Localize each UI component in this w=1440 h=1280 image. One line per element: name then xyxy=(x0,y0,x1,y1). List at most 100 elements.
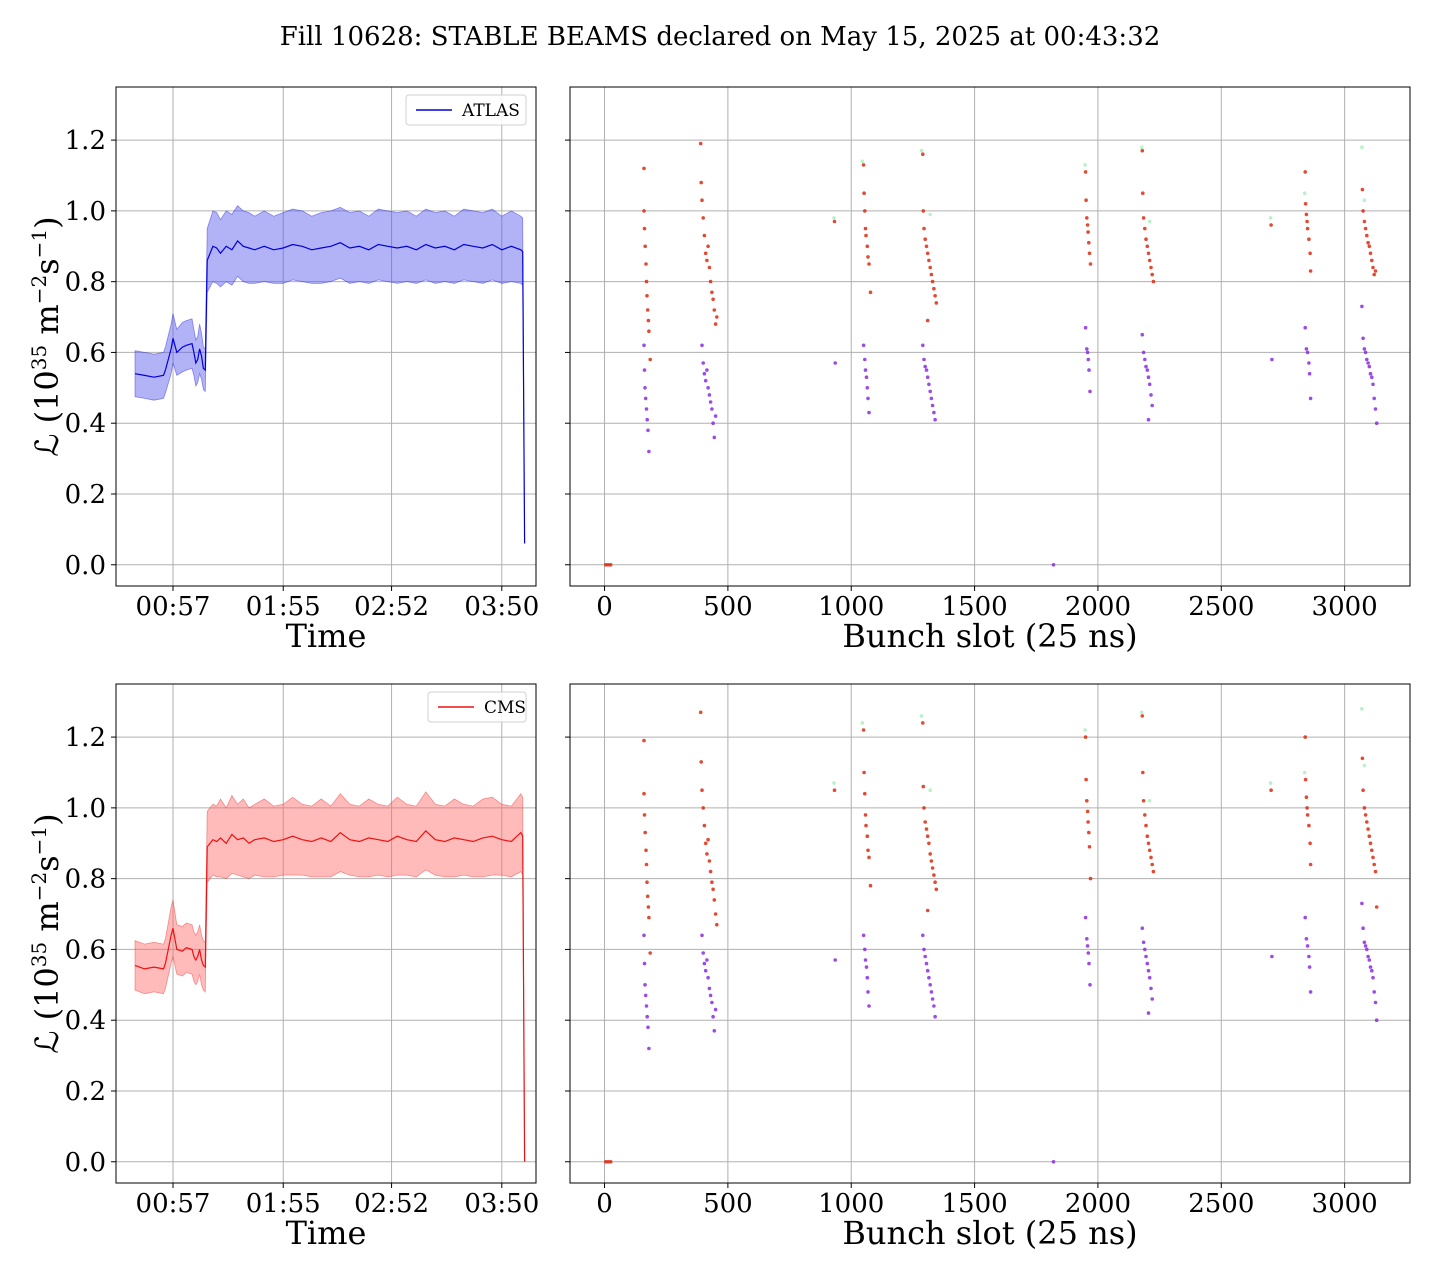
cms-bunch-point xyxy=(921,933,925,938)
atlas-bunch-point xyxy=(1083,163,1087,167)
atlas-bunch-point xyxy=(1087,251,1092,256)
atlas-bunch-point xyxy=(702,371,707,376)
atlas-bunch-point xyxy=(922,226,926,231)
atlas-bunch-point xyxy=(706,386,710,390)
cms-bunch-point xyxy=(642,791,646,796)
cms-bunch-point xyxy=(1143,813,1147,817)
atlas-bunch-point xyxy=(832,219,837,224)
atlas-bunch-point xyxy=(1367,364,1372,369)
x-tick-label: 1000 xyxy=(818,592,884,622)
x-tick-label: 1500 xyxy=(941,592,1007,622)
cms-bunch-point xyxy=(642,813,647,817)
atlas-bunch-point xyxy=(1304,347,1309,351)
y-axis-label-part: ) xyxy=(28,813,66,825)
cms-bunch-point xyxy=(833,958,837,962)
cms-bunch-point xyxy=(711,1014,715,1019)
x-tick-label: 2500 xyxy=(1188,592,1254,622)
atlas-bunch-point xyxy=(608,563,613,567)
y-axis-label-part: −2 xyxy=(27,275,51,304)
y-axis-label: ℒ (1035 m−2s−1) xyxy=(27,813,66,1053)
atlas-bunch-point xyxy=(1373,407,1378,411)
atlas-bunch-point xyxy=(930,279,935,284)
atlas-bunch-point xyxy=(921,209,926,213)
x-axis-label: Time xyxy=(286,617,367,655)
cms-bunch-point xyxy=(1141,770,1145,775)
cms-bunch-point xyxy=(1151,869,1156,874)
plot-area xyxy=(570,87,1410,586)
atlas-bunch-point xyxy=(933,294,937,298)
atlas-bunch-point xyxy=(932,410,936,415)
x-tick-label: 3000 xyxy=(1312,1189,1378,1219)
cms-bunch-point xyxy=(1304,937,1309,941)
atlas-luminosity-line xyxy=(134,239,526,544)
atlas-bunch-point xyxy=(1373,269,1378,273)
cms-bunch-point xyxy=(702,823,707,828)
atlas-bunch-point xyxy=(1141,350,1146,355)
atlas-bunch-point xyxy=(642,368,647,372)
atlas-bunch-point xyxy=(1268,216,1273,220)
atlas-bunch-point xyxy=(863,209,867,213)
cms-bunch-point xyxy=(924,961,929,966)
cms-bunch-point xyxy=(861,728,866,732)
legend-box xyxy=(427,691,527,723)
cms-bunch-point xyxy=(1366,827,1370,831)
x-tick-label: 2500 xyxy=(1188,1189,1254,1219)
cms-bunch-point xyxy=(1144,954,1148,959)
y-tick-label: 1.2 xyxy=(65,126,106,156)
atlas-bunch-point xyxy=(866,255,870,259)
y-tick-label: 0.0 xyxy=(65,551,106,581)
y-tick-label: 0.0 xyxy=(65,1148,106,1178)
cms-bunch-point xyxy=(1269,788,1273,792)
x-tick-label: 02:52 xyxy=(354,1189,429,1219)
atlas-bunch-point xyxy=(1149,265,1153,270)
atlas-bunch-point xyxy=(644,407,649,411)
cms-bunch-point xyxy=(1361,788,1365,792)
x-tick-label: 0 xyxy=(596,592,613,622)
atlas-bunch-point xyxy=(1088,262,1093,266)
atlas-bunch-point xyxy=(1363,350,1368,355)
cms-bunch-point xyxy=(1084,777,1088,782)
atlas-bunch-point xyxy=(642,209,646,213)
cms-bunch-point xyxy=(1083,728,1087,732)
atlas-bunch-point xyxy=(646,428,650,433)
cms-bunch-panel: 0 500 1000 1500 2000 2500 3000 Bunch slot (25 n… xyxy=(565,683,1411,1252)
cms-bunch-point xyxy=(866,990,870,994)
cms-bunch-point xyxy=(925,968,930,973)
atlas-bunch-point xyxy=(865,386,870,390)
cms-bunch-point xyxy=(930,997,935,1001)
cms-bunch-point xyxy=(867,1004,871,1008)
atlas-bunch-point xyxy=(934,301,939,305)
atlas-bunch-point xyxy=(643,386,647,390)
cms-bunch-point xyxy=(1368,841,1373,846)
cms-bunch-point xyxy=(1308,862,1313,867)
y-axis-label-part: −2 xyxy=(27,872,51,901)
cms-bunch-point xyxy=(860,721,865,725)
cms-bunch-point xyxy=(929,990,934,994)
atlas-bunch-point xyxy=(707,393,712,397)
atlas-bunch-point xyxy=(933,417,937,422)
y-tick-label: 1.0 xyxy=(65,794,106,824)
cms-bunch-point xyxy=(703,841,708,846)
cms-bunch-point xyxy=(832,788,837,792)
y-axis-label-part: m xyxy=(28,901,66,942)
cms-bunch-point xyxy=(867,855,871,860)
atlas-bunch-point xyxy=(1147,382,1152,387)
atlas-bunch-point xyxy=(645,294,649,298)
plot-area xyxy=(570,684,1410,1183)
x-tick-label: 500 xyxy=(703,1189,753,1219)
atlas-bunch-point xyxy=(644,279,649,284)
cms-bunch-point xyxy=(712,898,717,902)
atlas-bunch-point xyxy=(1084,198,1088,202)
cms-bunch-point xyxy=(1302,770,1307,775)
cms-bunch-point xyxy=(1144,823,1148,828)
x-tick-label: 1000 xyxy=(818,1189,884,1219)
y-tick-label: 0.2 xyxy=(65,480,106,510)
cms-bunch-point xyxy=(933,880,937,884)
atlas-bunch-point xyxy=(710,290,714,295)
atlas-bunch-point xyxy=(642,226,647,231)
atlas-bunch-point xyxy=(699,180,703,185)
atlas-bunch-point xyxy=(1143,226,1147,231)
x-tick-label: 500 xyxy=(703,592,753,622)
cms-bunch-point xyxy=(928,852,932,856)
